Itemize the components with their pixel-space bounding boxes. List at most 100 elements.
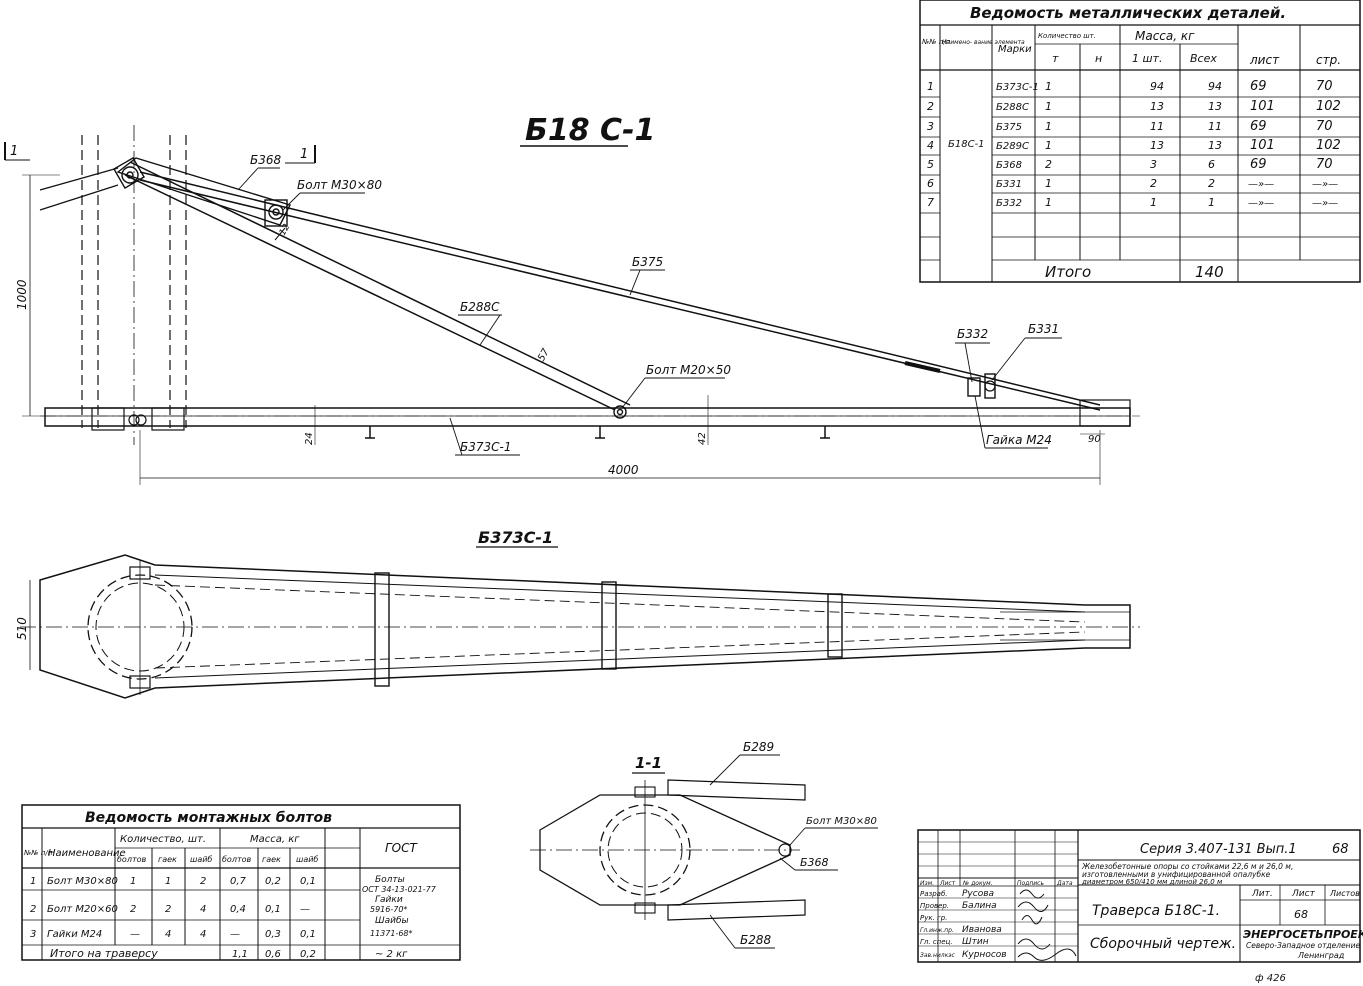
stamp-role-6: Зав.нилкэс — [920, 952, 956, 959]
mt-h-mass-1: 1 шт. — [1132, 52, 1162, 65]
bt-r2-s: 4 — [200, 904, 206, 915]
bt-h-mb: болтов — [222, 855, 251, 864]
mt-r4-page: 102 — [1316, 138, 1341, 153]
mt-r6-list: —»— — [1248, 179, 1274, 190]
stamp-h-sheets: Листов — [1329, 889, 1360, 898]
bt-h-mass: Масса, кг — [250, 834, 300, 845]
detail-label-b368: Б368 — [800, 856, 829, 869]
stamp-traverse: Траверса Б18С-1. — [1092, 903, 1220, 919]
mt-r5-page: 70 — [1316, 157, 1333, 172]
stamp-role-1: Разраб. — [920, 890, 948, 898]
label-b331: Б331 — [1028, 322, 1059, 336]
stamp-h-izm: Изм. — [920, 880, 934, 887]
mt-r5-m1: 3 — [1150, 158, 1157, 171]
bt-total-b: 1,1 — [232, 949, 248, 960]
mt-r6-t: 1 — [1045, 177, 1052, 190]
mt-r4-mark: Б289С — [996, 141, 1029, 152]
mt-r7-n: 7 — [927, 196, 934, 209]
stamp-series: Серия 3.407-131 Вып.1 — [1140, 842, 1297, 857]
bt-gost-2: Гайки — [375, 895, 403, 905]
section-title: Б373С-1 — [478, 528, 553, 547]
bt-h-b: болтов — [117, 855, 146, 864]
bt-r2-n: 2 — [30, 904, 36, 915]
label-bolt-m30-top: Болт М30×80 — [297, 178, 382, 192]
stamp-desc-2: изготовленными в унифицированной опалубк… — [1082, 870, 1271, 879]
mt-r7-mall: 1 — [1208, 196, 1215, 209]
mt-h-list: лист — [1249, 53, 1280, 67]
stamp-name-4: Иванова — [962, 925, 1002, 935]
mt-h-mass: Масса, кг — [1135, 29, 1195, 43]
mt-r5-mall: 6 — [1208, 158, 1215, 171]
mt-r2-n: 2 — [927, 100, 934, 113]
mt-r7-mark: Б332 — [996, 198, 1022, 209]
mt-r6-mark: Б331 — [996, 179, 1022, 190]
mt-r3-m1: 11 — [1150, 120, 1164, 133]
stamp-desc-1: Железобетонные опоры со стойками 22,6 м … — [1081, 862, 1293, 871]
mt-h-mass-all: Всех — [1190, 52, 1217, 65]
mt-element: Б18С-1 — [948, 139, 985, 150]
mt-r2-m1: 13 — [1150, 100, 1164, 113]
bt-h-gost: ГОСТ — [385, 841, 419, 855]
mt-r1-page: 70 — [1316, 79, 1333, 94]
mt-r2-list: 101 — [1250, 99, 1275, 114]
bt-r1-ms: 0,1 — [300, 876, 316, 887]
section-mark-right: 1 — [300, 147, 308, 162]
mt-r1-t: 1 — [1045, 80, 1052, 93]
bt-r1-mg: 0,2 — [265, 876, 281, 887]
bt-r2-mg: 0,1 — [265, 904, 281, 915]
bt-r3-g: 4 — [165, 929, 171, 940]
stamp-role-3: Рук. гр. — [920, 914, 947, 922]
stamp-org-2: Северо-Западное отделение — [1246, 941, 1360, 950]
mt-r2-mall: 13 — [1208, 100, 1222, 113]
bt-gost-1: ОСТ 34-13-021-77 — [362, 885, 437, 894]
stamp-role-5: Гл. спец. — [920, 938, 953, 946]
mt-r4-list: 101 — [1250, 138, 1275, 153]
mt-h-name: Наимено- вание элемента — [942, 39, 1025, 46]
dim-width-510: 510 — [15, 617, 29, 640]
mt-r7-t: 1 — [1045, 196, 1052, 209]
section-mark-left: 1 — [10, 144, 18, 159]
mt-r6-n: 6 — [927, 177, 934, 190]
mt-r1-m1: 94 — [1150, 80, 1164, 93]
stamp-h-list: Лист — [939, 880, 956, 887]
bt-h-qty: Количество, шт. — [120, 834, 206, 845]
stamp-h-sheet: Лист — [1291, 889, 1316, 899]
mt-h-qty: Количество шт. — [1038, 32, 1096, 40]
bt-r1-name: Болт М30×80 — [47, 876, 118, 887]
bt-r1-n: 1 — [30, 876, 36, 887]
mt-h-num: №№ п/п — [921, 38, 951, 46]
bt-h-name: Наименование — [48, 848, 126, 859]
bt-r1-s: 2 — [200, 876, 206, 887]
stamp-name-5: Штин — [962, 937, 989, 947]
mt-r1-n: 1 — [927, 80, 934, 93]
metal-parts-table: Ведомость металлических деталей. №№ п/п … — [919, 0, 1361, 283]
bt-h-g: гаек — [158, 855, 177, 864]
bt-total-g: 0,6 — [265, 949, 281, 960]
bt-r1-b: 1 — [130, 876, 136, 887]
bolts-table: Ведомость монтажных болтов №№ п/п Наимен… — [21, 804, 461, 961]
mt-r5-list: 69 — [1250, 157, 1267, 172]
dim-24: 24 — [304, 432, 315, 445]
bt-r3-b: — — [130, 929, 140, 940]
bt-r3-s: 4 — [200, 929, 206, 940]
bt-total-s: 0,2 — [300, 949, 316, 960]
mt-r3-page: 70 — [1316, 119, 1333, 134]
mt-r3-n: 3 — [927, 120, 934, 133]
bt-gost-0: Болты — [375, 875, 405, 885]
mt-r6-m1: 2 — [1150, 177, 1157, 190]
dim-height: 1000 — [15, 279, 29, 310]
main-title: Б18 С-1 — [525, 113, 655, 148]
detail-label-bolt-m30: Болт М30×80 — [806, 816, 877, 827]
stamp-h-sign: Подпись — [1017, 880, 1044, 887]
mt-h-page: стр. — [1316, 53, 1341, 67]
dim-42: 42 — [697, 432, 708, 445]
label-b368: Б368 — [250, 153, 282, 167]
bt-r2-g: 2 — [165, 904, 171, 915]
bt-h-s: шайб — [190, 855, 212, 864]
bt-total-label: Итого на траверсу — [50, 947, 158, 960]
label-b373c: Б373С-1 — [460, 440, 511, 454]
bt-r3-mg: 0,3 — [265, 929, 281, 940]
mt-r5-mark: Б368 — [996, 160, 1022, 171]
detail-label-b289: Б289 — [743, 740, 774, 754]
